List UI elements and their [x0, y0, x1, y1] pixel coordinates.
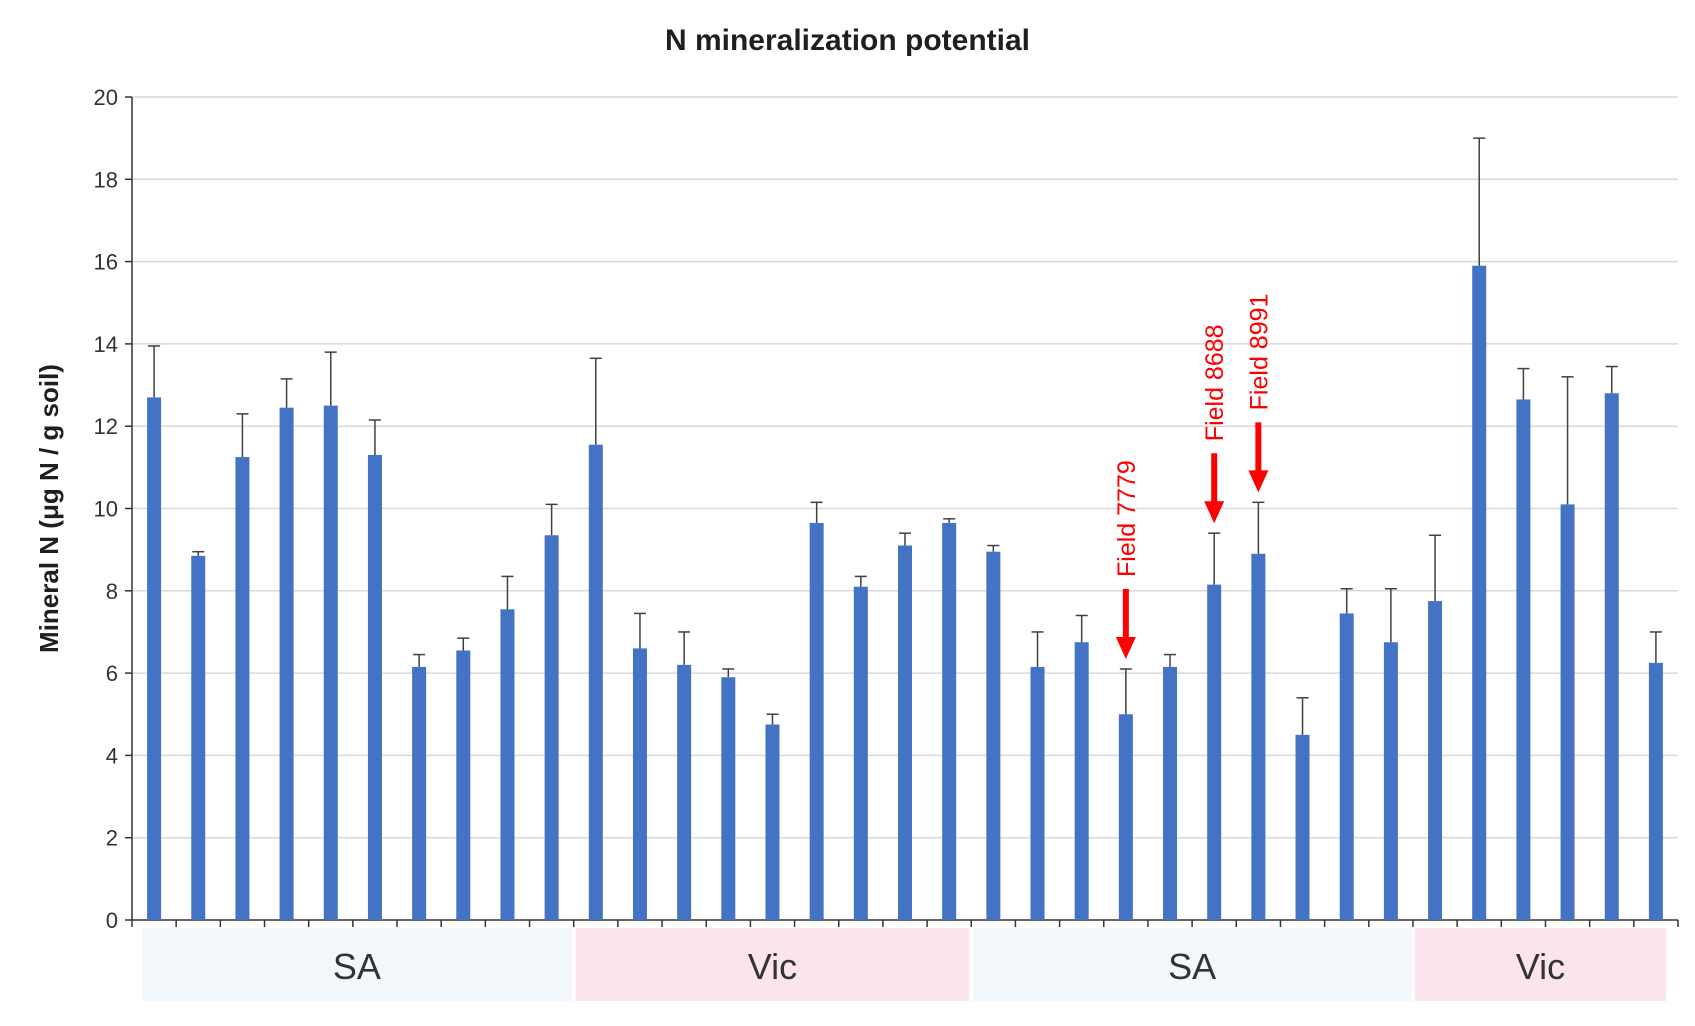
bar: [500, 609, 515, 920]
group-band: [142, 928, 572, 1001]
bar: [1074, 642, 1089, 920]
annotation-label: Field 8991: [1245, 294, 1273, 411]
bar: [721, 677, 736, 920]
group-band: [1414, 928, 1666, 1001]
bar: [898, 545, 912, 920]
annotation-arrow-head: [1115, 636, 1136, 659]
y-tick-label: 12: [94, 414, 118, 439]
bar: [367, 455, 382, 920]
bar: [456, 650, 471, 920]
bar: [588, 444, 603, 920]
bar: [677, 664, 692, 920]
annotation-arrow-head: [1204, 501, 1225, 524]
y-tick-label: 4: [106, 743, 118, 768]
bar: [544, 535, 559, 920]
annotation-arrow-head: [1248, 470, 1269, 493]
bar: [1428, 601, 1443, 920]
group-label: Vic: [748, 946, 797, 987]
annotation-label: Field 7779: [1113, 460, 1141, 577]
bar: [1383, 642, 1398, 920]
group-band: [575, 928, 970, 1001]
bar: [235, 457, 250, 920]
bar: [191, 555, 206, 920]
y-tick-label: 8: [106, 579, 118, 604]
y-tick-label: 0: [106, 908, 118, 933]
bar: [279, 407, 294, 920]
bar: [632, 648, 647, 920]
bar: [986, 551, 1001, 920]
y-tick-label: 16: [94, 250, 118, 275]
bar: [323, 405, 338, 920]
bar: [765, 724, 780, 920]
annotation-label: Field 8688: [1201, 324, 1229, 441]
bar: [1648, 662, 1663, 920]
group-band: [973, 928, 1411, 1001]
bar: [412, 666, 427, 920]
y-tick-label: 2: [106, 826, 118, 851]
bar: [853, 586, 868, 920]
bar: [1516, 399, 1531, 920]
bar: [809, 522, 824, 920]
chart-title: N mineralization potential: [664, 24, 1031, 57]
bar: [1295, 734, 1310, 920]
y-tick-label: 10: [94, 497, 118, 522]
y-tick-label: 6: [106, 661, 118, 686]
bar: [1251, 553, 1266, 920]
y-tick-label: 18: [94, 167, 118, 192]
y-tick-label: 14: [94, 332, 118, 357]
bar: [1030, 666, 1045, 920]
y-tick-label: 20: [94, 85, 118, 110]
bar: [1207, 584, 1222, 920]
bar: [1339, 613, 1354, 920]
group-label: SA: [1168, 946, 1216, 987]
bar: [942, 522, 957, 920]
bar: [1472, 265, 1487, 921]
bar: [1604, 393, 1619, 920]
bar: [147, 397, 162, 920]
bar: [1560, 504, 1575, 920]
group-label: Vic: [1516, 946, 1565, 987]
bar: [1163, 666, 1178, 920]
y-axis-label: Mineral N (μg N / g soil): [34, 364, 64, 653]
bar: [1118, 714, 1133, 920]
group-label: SA: [333, 946, 381, 987]
